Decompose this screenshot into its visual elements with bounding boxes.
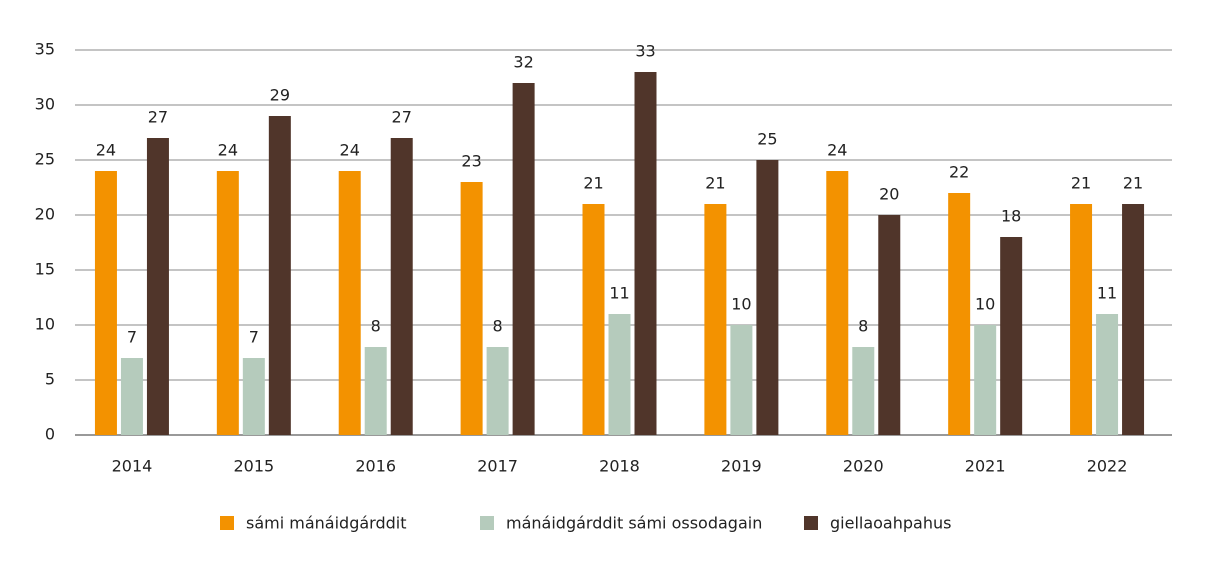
value-label: 27	[392, 108, 412, 127]
bar	[608, 314, 631, 435]
y-tick-label: 15	[35, 260, 55, 279]
bar	[1122, 204, 1145, 435]
bar	[634, 72, 657, 435]
bar	[1070, 204, 1093, 435]
bar	[390, 138, 413, 435]
value-label: 8	[371, 317, 381, 336]
value-label: 24	[218, 141, 238, 160]
legend-label: mánáidgárddit sámi ossodagain	[506, 514, 762, 533]
y-tick-label: 0	[45, 425, 55, 444]
legend-swatch	[480, 516, 494, 530]
bar	[268, 116, 291, 435]
y-tick-label: 30	[35, 95, 55, 114]
bar	[146, 138, 169, 435]
value-label: 11	[609, 284, 629, 303]
legend-swatch	[804, 516, 818, 530]
legend-label: sámi mánáidgárddit	[246, 514, 406, 533]
x-tick-label: 2014	[112, 457, 153, 476]
x-tick-label: 2022	[1087, 457, 1128, 476]
value-label: 24	[96, 141, 116, 160]
bar	[486, 347, 509, 435]
bar	[826, 171, 849, 435]
bar	[852, 347, 875, 435]
bar	[730, 325, 753, 435]
value-label: 21	[1071, 174, 1091, 193]
value-label: 32	[513, 53, 533, 72]
x-tick-label: 2016	[355, 457, 396, 476]
bar	[974, 325, 997, 435]
bar	[242, 358, 265, 435]
x-tick-label: 2019	[721, 457, 762, 476]
value-label: 8	[493, 317, 503, 336]
value-label: 10	[975, 295, 995, 314]
value-label: 10	[731, 295, 751, 314]
x-tick-label: 2018	[599, 457, 640, 476]
bar	[948, 193, 971, 435]
bar	[1000, 237, 1023, 435]
bar	[704, 204, 727, 435]
bar	[364, 347, 387, 435]
bar	[756, 160, 779, 435]
x-tick-label: 2015	[233, 457, 274, 476]
bar	[512, 83, 535, 435]
value-label: 21	[583, 174, 603, 193]
y-tick-label: 25	[35, 150, 55, 169]
bar	[216, 171, 239, 435]
value-label: 25	[757, 130, 777, 149]
value-label: 29	[270, 86, 290, 105]
bar	[460, 182, 483, 435]
x-tick-label: 2021	[965, 457, 1006, 476]
bar	[878, 215, 901, 435]
bar	[94, 171, 117, 435]
bar	[120, 358, 143, 435]
value-label: 7	[249, 328, 259, 347]
value-label: 24	[827, 141, 847, 160]
value-label: 23	[461, 152, 481, 171]
value-label: 21	[705, 174, 725, 193]
legend-label: giellaoahpahus	[830, 514, 951, 533]
value-label: 7	[127, 328, 137, 347]
value-label: 11	[1097, 284, 1117, 303]
y-tick-label: 20	[35, 205, 55, 224]
value-label: 24	[340, 141, 360, 160]
y-tick-label: 35	[35, 40, 55, 59]
value-label: 33	[635, 42, 655, 61]
y-tick-label: 10	[35, 315, 55, 334]
value-label: 22	[949, 163, 969, 182]
value-label: 18	[1001, 207, 1021, 226]
value-label: 20	[879, 185, 899, 204]
value-label: 21	[1123, 174, 1143, 193]
x-tick-label: 2017	[477, 457, 518, 476]
value-label: 27	[148, 108, 168, 127]
y-tick-label: 5	[45, 370, 55, 389]
value-label: 8	[858, 317, 868, 336]
bar	[338, 171, 361, 435]
bar	[1096, 314, 1119, 435]
x-tick-label: 2020	[843, 457, 884, 476]
legend-swatch	[220, 516, 234, 530]
bar	[582, 204, 605, 435]
